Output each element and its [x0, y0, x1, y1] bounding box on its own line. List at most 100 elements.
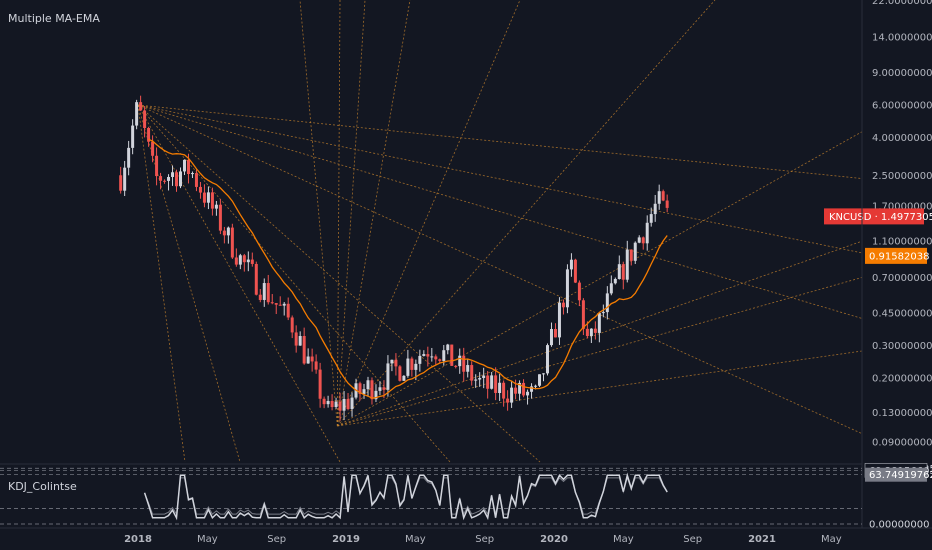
candle-body [310, 356, 314, 362]
candle-body [127, 147, 131, 168]
candle-body [561, 302, 565, 308]
price-tick-label: 0.13000000 [872, 408, 932, 419]
candle-body [406, 358, 410, 376]
fan-line [336, 0, 411, 427]
fan-line [336, 0, 521, 427]
candle-body [502, 382, 506, 399]
candle-body [450, 344, 454, 366]
time-tick-label: Sep [683, 534, 702, 545]
candle-body [147, 128, 151, 142]
price-tick-label: 0.09000000 [872, 438, 932, 449]
candle-body [250, 259, 254, 264]
candle-body [430, 356, 434, 358]
candle-body [649, 214, 653, 223]
price-tag-box [824, 208, 924, 225]
time-tick-label: 2018 [124, 534, 152, 545]
ma-line [148, 138, 668, 399]
fan-line [137, 104, 863, 254]
candle-body [418, 355, 422, 364]
candle-body [386, 363, 390, 390]
ma-tag-text: 0.91582038 [869, 251, 929, 262]
candle-body [266, 283, 270, 303]
candle-body [378, 387, 382, 391]
candle-body [518, 382, 522, 394]
candle-body [462, 355, 466, 372]
candle-body [330, 400, 334, 408]
time-tick-label: 2020 [540, 534, 568, 545]
kdj-value-box [865, 467, 927, 482]
candle-body [322, 398, 326, 405]
candle-body [238, 255, 242, 265]
candle-body [179, 171, 183, 187]
price-tick-label: 9.00000000 [872, 68, 932, 79]
time-tick-label: 2019 [332, 534, 360, 545]
time-tick-label: May [197, 534, 218, 545]
price-tick-label: 0.20000000 [872, 374, 932, 385]
candle-body [190, 173, 194, 175]
candle-body [486, 375, 490, 389]
candle-body [422, 354, 426, 356]
candle-body [625, 249, 629, 280]
candle-body [589, 328, 593, 337]
candle-body [346, 399, 350, 409]
candle-body [143, 110, 147, 129]
candle-body [194, 173, 198, 187]
candle-body [478, 378, 482, 380]
candle-body [171, 172, 175, 177]
candle-body [262, 283, 266, 300]
candle-body [641, 237, 645, 244]
ma-tag-box [865, 247, 927, 264]
fan-line [337, 277, 863, 427]
candle-body [605, 293, 609, 313]
candle-body [290, 317, 294, 333]
candle-body [186, 159, 190, 175]
chart-title: Multiple MA-EMA [8, 12, 100, 25]
kdj-pane [0, 467, 862, 525]
candle-body [454, 365, 458, 367]
candle-body [661, 191, 665, 201]
candle-body [254, 263, 258, 295]
candle-body [155, 155, 159, 177]
candle-body [318, 369, 322, 399]
candle-body [601, 312, 605, 314]
price-tick-label: 2.50000000 [872, 171, 932, 182]
price-tick-label: 1.70000000 [872, 202, 932, 213]
candle-body [474, 379, 478, 381]
candle-body [163, 180, 167, 182]
candle-body [426, 354, 430, 357]
price-tag-text: KNCUSD · 1.49773056 [829, 212, 932, 223]
candle-body [242, 255, 246, 263]
price-tick-label: 14.00000000 [872, 32, 932, 43]
candle-body [458, 355, 462, 367]
price-tick-label: 1.10000000 [872, 237, 932, 248]
kdj-tick-label: 0.00000000 [869, 520, 929, 531]
candle-body [557, 302, 561, 338]
candle-body [182, 159, 186, 172]
fan-line [337, 131, 863, 427]
candle-body [274, 303, 278, 305]
time-tick-label: May [821, 534, 842, 545]
candle-body [565, 269, 569, 308]
candle-body [585, 328, 589, 337]
candle-body [442, 350, 446, 361]
candles [119, 95, 669, 421]
candle-body [139, 102, 143, 111]
candle-body [581, 300, 585, 329]
candle-body [206, 192, 210, 203]
candle-body [597, 313, 601, 333]
candle-body [613, 279, 617, 284]
time-tick-label: May [613, 534, 634, 545]
candle-body [470, 365, 474, 381]
time-tick-label: Sep [267, 534, 286, 545]
candle-body [298, 336, 302, 346]
fan-lines [137, 0, 863, 463]
candle-body [214, 204, 218, 209]
candle-body [522, 382, 526, 396]
time-tick-label: 2021 [748, 534, 776, 545]
candle-body [270, 302, 274, 304]
candle-body [637, 237, 641, 243]
candle-body [382, 387, 386, 390]
candle-body [545, 345, 549, 374]
kdj-tick-label: 63.74919762 [869, 470, 932, 481]
